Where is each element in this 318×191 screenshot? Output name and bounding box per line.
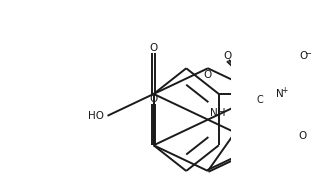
Text: O: O <box>204 70 212 80</box>
Text: HO: HO <box>88 111 104 121</box>
Text: N: N <box>276 89 284 99</box>
Text: O: O <box>149 94 158 104</box>
Text: −: − <box>304 49 311 58</box>
Text: O: O <box>149 43 158 53</box>
Text: +: + <box>281 86 287 95</box>
Text: O: O <box>298 131 307 141</box>
Text: NH: NH <box>210 108 226 118</box>
Text: C: C <box>257 95 264 105</box>
Text: O: O <box>224 51 232 61</box>
Text: O: O <box>300 51 308 61</box>
